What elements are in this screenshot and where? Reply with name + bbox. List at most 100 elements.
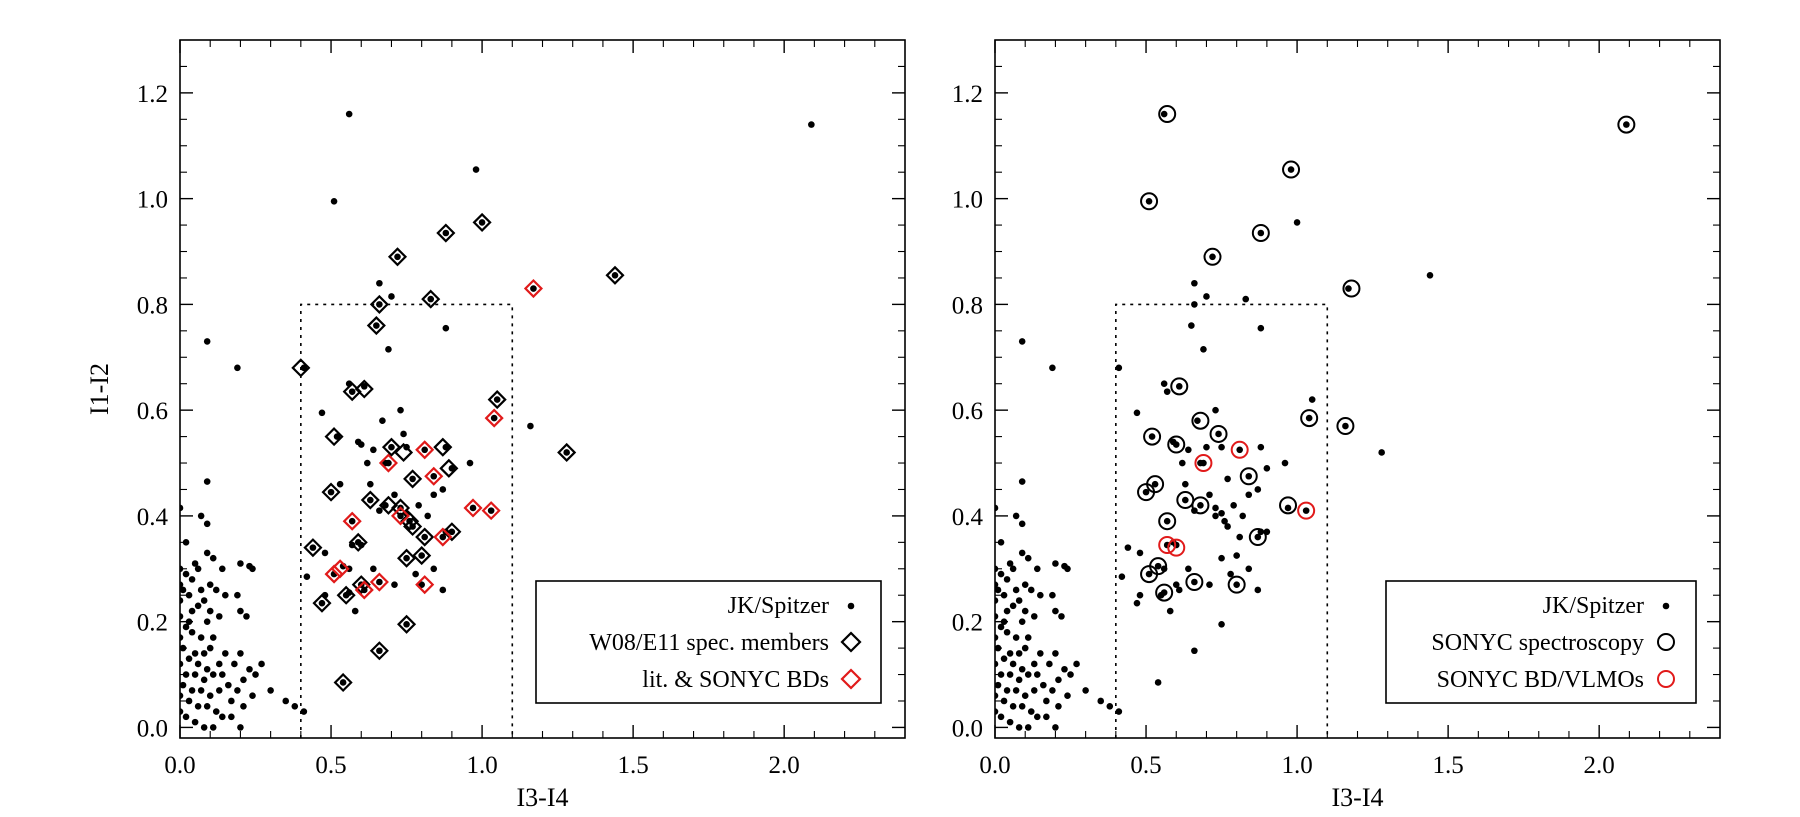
- data-point-dot: [218, 671, 226, 678]
- data-point-dot: [1009, 660, 1017, 668]
- data-point-dot: [1006, 718, 1014, 726]
- data-point-dot: [995, 586, 1002, 594]
- data-point-dot: [1024, 724, 1032, 731]
- data-point-dot: [995, 660, 999, 668]
- data-point-dot: [194, 660, 202, 668]
- data-point-diamond: [421, 289, 441, 309]
- data-point-diamond: [387, 247, 408, 267]
- data-point-dot: [1015, 597, 1023, 604]
- data-point-dot: [388, 293, 395, 300]
- data-point-dot: [197, 512, 205, 520]
- data-point-dot: [1218, 443, 1225, 451]
- data-point-dot: [1182, 496, 1189, 504]
- data-point-dot: [1006, 650, 1014, 657]
- data-point-dot: [1027, 586, 1035, 594]
- data-point-dot: [1191, 301, 1198, 308]
- data-point-dot: [197, 634, 205, 641]
- data-point-dot: [997, 671, 1005, 678]
- data-point-diamond: [336, 585, 356, 605]
- data-point-dot: [1055, 702, 1062, 710]
- data-point-dot: [1175, 383, 1183, 390]
- data-point-dot: [1154, 562, 1162, 570]
- data-point-dot: [1037, 591, 1044, 599]
- data-point-dot: [421, 533, 428, 541]
- data-point-dot: [203, 665, 211, 673]
- data-point-dot: [333, 433, 341, 440]
- legend-label: W08/E11 spec. members: [589, 630, 829, 656]
- data-point-dot: [1061, 665, 1068, 673]
- y-tick-label: 1.2: [137, 81, 168, 108]
- data-point-dot: [1230, 502, 1237, 509]
- data-point-circle: [1194, 454, 1213, 473]
- data-point-dot: [237, 607, 244, 615]
- data-point-dot: [1003, 576, 1011, 583]
- data-point-dot: [182, 623, 190, 631]
- x-tick-label: 2.0: [1584, 752, 1615, 779]
- data-point-dot: [215, 613, 223, 620]
- data-point-dot: [321, 549, 329, 557]
- data-point-dot: [367, 496, 374, 504]
- data-point-dot: [180, 644, 187, 652]
- data-point-dot: [1185, 446, 1192, 454]
- y-tick-label: 0.2: [137, 610, 168, 637]
- data-point-dot: [237, 724, 244, 731]
- data-point-dot: [1003, 607, 1011, 615]
- data-point-dot: [203, 549, 211, 557]
- data-point-dot: [1378, 449, 1385, 456]
- data-point-dot: [1175, 586, 1183, 594]
- legend-box: [1385, 580, 1697, 704]
- data-point-dot: [209, 554, 217, 562]
- data-point-dot: [1043, 713, 1050, 721]
- data-point-dot: [1287, 166, 1295, 173]
- data-point-circle: [1140, 192, 1159, 211]
- data-point-dot: [1157, 591, 1165, 599]
- data-point-circle: [1143, 427, 1162, 446]
- data-point-dot: [1308, 396, 1316, 403]
- data-point-circle: [1248, 528, 1267, 547]
- data-point-dot: [1118, 573, 1126, 581]
- data-point-dot: [997, 713, 1005, 721]
- data-point-circle: [1155, 583, 1174, 602]
- data-point-dot: [1305, 414, 1313, 422]
- data-point-dot: [995, 581, 999, 588]
- data-point-dot: [394, 253, 401, 261]
- data-point-circle: [1209, 424, 1228, 443]
- data-point-dot: [200, 724, 208, 731]
- data-point-dot: [1163, 517, 1171, 525]
- data-point-dot: [209, 671, 217, 678]
- data-point-circle: [1239, 467, 1258, 486]
- data-point-dot: [180, 708, 184, 715]
- y-tick-label: 1.0: [137, 187, 168, 214]
- data-point-dot: [466, 459, 474, 467]
- data-point-dot: [203, 520, 211, 528]
- data-point-dot: [1145, 197, 1153, 205]
- data-point-dot: [430, 565, 438, 573]
- data-point-dot: [418, 581, 425, 588]
- series-sonyc-bd-vlmos: [1158, 440, 1316, 557]
- data-point-dot: [188, 576, 196, 583]
- data-point-dot: [1254, 533, 1262, 541]
- data-point-dot: [373, 322, 380, 329]
- data-point-dot: [1073, 660, 1080, 668]
- data-point-dot: [191, 671, 199, 678]
- data-point-dot: [240, 702, 247, 710]
- data-point-dot: [348, 517, 356, 525]
- data-point-dot: [370, 446, 377, 454]
- data-point-dot: [1037, 650, 1044, 657]
- data-point-diamond: [369, 294, 389, 314]
- data-point-dot: [1024, 554, 1032, 562]
- data-point-dot: [1151, 480, 1159, 488]
- data-point-dot: [180, 581, 184, 588]
- data-point-diamond: [433, 437, 453, 457]
- data-point-dot: [448, 465, 456, 472]
- data-point-dot: [200, 676, 208, 684]
- data-point-dot: [339, 679, 347, 686]
- data-point-dot: [282, 697, 290, 705]
- data-point-dot: [1000, 697, 1008, 705]
- data-point-dot: [379, 417, 386, 425]
- data-point-diamond: [523, 278, 543, 299]
- data-point-dot: [212, 586, 220, 594]
- data-point-dot: [1160, 110, 1168, 118]
- data-point-circle: [1251, 224, 1270, 243]
- data-point-dot: [1012, 687, 1020, 694]
